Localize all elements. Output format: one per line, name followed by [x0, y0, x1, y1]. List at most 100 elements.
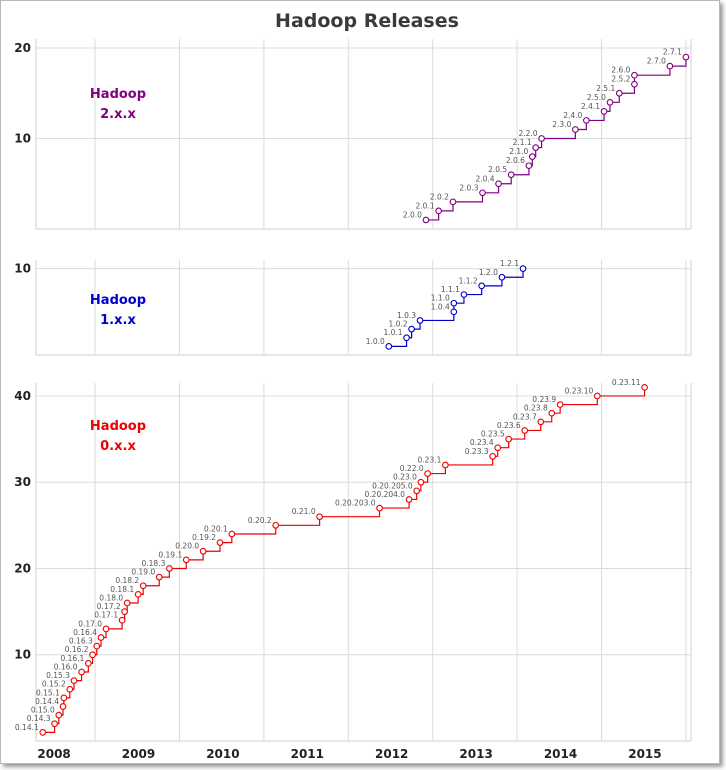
- release-marker: [118, 616, 126, 624]
- release-label: 0.23.3: [465, 447, 489, 456]
- hadoop-releases-chart: Hadoop Releases 1020Hadoop2.x.x2.0.02.0.…: [14, 10, 692, 761]
- release-marker: [39, 729, 47, 736]
- release-marker: [532, 144, 540, 151]
- x-tick-label: 2013: [459, 747, 492, 761]
- release-label: 0.16.4: [73, 628, 97, 637]
- release-marker: [121, 608, 128, 615]
- release-marker: [424, 470, 431, 477]
- release-marker: [521, 427, 529, 434]
- release-label: 2.7.1: [663, 48, 682, 57]
- release-marker: [479, 189, 486, 197]
- release-label: 0.15.3: [46, 671, 70, 680]
- y-tick-label: 10: [14, 132, 31, 146]
- release-label: 0.17.0: [78, 619, 102, 628]
- release-marker: [435, 207, 442, 215]
- release-label: 0.22.0: [400, 464, 424, 473]
- release-label: 2.5.1: [596, 84, 615, 93]
- release-marker: [442, 461, 449, 469]
- release-marker: [199, 547, 207, 555]
- release-marker: [228, 530, 236, 538]
- release-marker: [316, 513, 323, 521]
- release-label: 0.21.0: [292, 507, 316, 516]
- release-marker: [641, 383, 648, 391]
- release-label: 2.0.4: [475, 174, 494, 183]
- release-marker: [572, 126, 579, 133]
- release-label: 2.4.1: [581, 102, 600, 111]
- release-label: 0.19.0: [131, 568, 155, 577]
- release-label: 0.23.6: [497, 421, 521, 430]
- x-tick-label: 2009: [122, 747, 155, 761]
- release-label: 1.1.0: [431, 294, 450, 303]
- release-label: 2.4.0: [563, 111, 582, 120]
- series-label: Hadoop: [90, 419, 146, 434]
- release-label: 0.23.8: [524, 404, 548, 413]
- release-label: 2.6.0: [611, 66, 630, 75]
- release-label: 0.14.4: [35, 697, 59, 706]
- release-marker: [403, 334, 410, 342]
- release-label: 0.14.1: [15, 723, 39, 732]
- release-marker: [272, 521, 280, 529]
- release-label: 2.7.0: [647, 57, 666, 66]
- release-label: 1.1.2: [459, 276, 478, 285]
- release-marker: [593, 392, 601, 400]
- release-marker: [478, 282, 486, 290]
- release-label: 0.23.11: [612, 378, 641, 387]
- release-label: 0.16.0: [54, 662, 78, 671]
- release-marker: [405, 496, 413, 503]
- release-label: 0.17.2: [97, 602, 121, 611]
- release-marker: [631, 80, 638, 88]
- series-label: 0.x.x: [100, 439, 136, 454]
- release-label: 0.23.0: [393, 473, 417, 482]
- release-label: 2.0.2: [430, 192, 449, 201]
- release-marker: [615, 89, 623, 97]
- y-tick-label: 20: [14, 561, 31, 575]
- release-marker: [84, 660, 92, 667]
- release-label: 2.0.0: [403, 210, 422, 219]
- release-label: 0.23.9: [532, 395, 556, 404]
- release-marker: [538, 135, 545, 142]
- release-marker: [519, 265, 527, 272]
- release-label: 0.20.204.0: [365, 490, 406, 499]
- release-marker: [498, 273, 506, 281]
- release-marker: [376, 504, 383, 512]
- release-label: 0.15.1: [36, 688, 60, 697]
- release-label: 2.2.0: [519, 129, 538, 138]
- release-marker: [450, 299, 458, 307]
- release-marker: [507, 171, 515, 179]
- release-marker: [682, 53, 690, 61]
- release-label: 0.20.2: [248, 516, 272, 525]
- release-marker: [666, 62, 674, 70]
- release-label: 0.16.2: [65, 645, 89, 654]
- release-marker: [60, 694, 68, 702]
- release-label: 0.20.203.0: [335, 499, 376, 508]
- y-tick-label: 40: [14, 389, 31, 403]
- series-label: 2.x.x: [100, 107, 136, 122]
- release-label: 1.2.1: [500, 259, 519, 268]
- release-label: 2.1.1: [513, 138, 532, 147]
- y-tick-label: 10: [14, 648, 31, 662]
- release-label: 0.20.0: [175, 542, 199, 551]
- release-label: 1.2.0: [479, 268, 498, 277]
- release-label: 0.18.1: [110, 585, 134, 594]
- x-tick-label: 2008: [37, 747, 70, 761]
- release-marker: [600, 108, 608, 115]
- release-marker: [216, 539, 224, 546]
- release-marker: [59, 703, 67, 710]
- release-marker: [134, 590, 142, 598]
- release-label: 1.0.4: [431, 302, 450, 311]
- panel-2: 10203040Hadoop0.x.x0.14.10.14.30.15.00.1…: [14, 378, 692, 742]
- release-marker: [89, 651, 96, 659]
- release-label: 0.20.1: [204, 524, 228, 533]
- release-marker: [166, 565, 173, 572]
- release-marker: [413, 487, 421, 495]
- release-marker: [449, 198, 457, 206]
- release-marker: [70, 677, 78, 684]
- release-label: 0.15.2: [42, 680, 66, 689]
- x-tick-label: 2014: [544, 747, 577, 761]
- release-marker: [606, 98, 614, 106]
- release-marker: [631, 71, 638, 79]
- release-label: 0.14.3: [27, 714, 51, 723]
- release-marker: [139, 582, 147, 590]
- release-label: 0.23.10: [565, 386, 594, 395]
